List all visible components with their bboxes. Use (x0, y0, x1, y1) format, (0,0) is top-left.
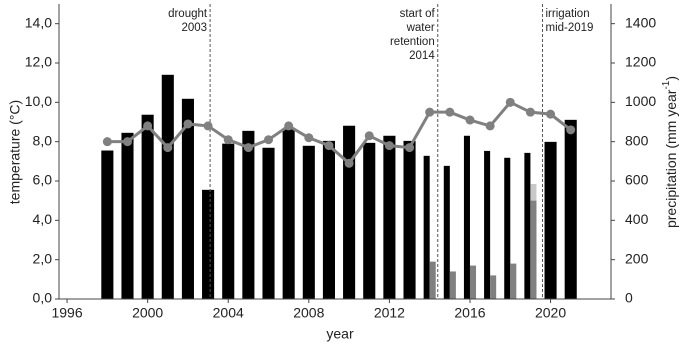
y-tick-label: 0,0 (33, 290, 53, 306)
y-tick-label: 12,0 (25, 54, 52, 70)
line-point (525, 107, 535, 117)
y2-label-sup: -1 (661, 80, 672, 89)
bar (490, 275, 497, 299)
bar (484, 150, 491, 299)
y2-label-text: precipitation (mm year (663, 89, 679, 228)
x-tick-label: 2012 (374, 305, 405, 321)
bar (530, 200, 537, 299)
x-tick-label: 2000 (132, 305, 163, 321)
bar (383, 135, 396, 299)
line-point (223, 135, 233, 145)
bar (504, 157, 511, 299)
y-tick-label: 14,0 (25, 14, 52, 30)
bar (282, 127, 295, 300)
line-point (183, 119, 193, 129)
line-point (264, 135, 274, 145)
bar (564, 119, 577, 299)
annotation-text: drought (168, 8, 208, 20)
bar (403, 140, 416, 299)
bar (262, 147, 275, 299)
annotation-text: start of (400, 8, 436, 20)
x-tick-label: 2020 (535, 305, 566, 321)
y-tick-label: 4,0 (33, 211, 53, 227)
bar (423, 155, 430, 299)
x-tick-label: 1996 (51, 305, 82, 321)
y-axis-label: temperature (°C) (7, 100, 23, 204)
bar (443, 165, 450, 299)
bar (544, 141, 557, 299)
line-point (304, 133, 314, 143)
y2-axis-label: precipitation (mm year-1) (661, 76, 679, 228)
y2-tick-label: 0 (625, 290, 633, 306)
line-point (445, 107, 455, 117)
line-point (505, 97, 515, 107)
x-tick-label: 2016 (454, 305, 485, 321)
annotation-text: 2003 (182, 22, 208, 34)
bar (141, 114, 154, 300)
line-point (324, 141, 334, 151)
bar (161, 74, 174, 299)
bar (469, 265, 477, 299)
bar (343, 125, 356, 299)
line-point (143, 121, 153, 131)
line-point (284, 121, 294, 131)
y2-tick-label: 1200 (625, 54, 656, 70)
y-tick-label: 6,0 (33, 172, 53, 188)
line-point (566, 125, 576, 135)
y2-tick-label: 1400 (625, 14, 656, 30)
bar (363, 142, 376, 299)
bar (302, 145, 315, 299)
line-point (122, 137, 132, 147)
bar (121, 132, 134, 299)
line-point (485, 121, 495, 131)
y-tick-label: 8,0 (33, 132, 53, 148)
line-point (163, 143, 173, 153)
line (107, 100, 572, 166)
y2-tick-label: 600 (625, 172, 649, 188)
x-tick-label: 2004 (213, 305, 244, 321)
y-tick-label: 10,0 (25, 93, 52, 109)
line-point (364, 131, 374, 141)
y-tick-label: 2,0 (33, 250, 53, 266)
line-point (405, 143, 415, 153)
annotation-text: water (406, 22, 435, 34)
y2-label-end: ) (663, 76, 679, 81)
bar (524, 152, 531, 299)
line-point (102, 137, 112, 147)
bar (242, 130, 255, 299)
annotation-text: retention (390, 36, 435, 48)
bar (322, 140, 335, 299)
bar (222, 143, 235, 299)
y2-tick-label: 400 (625, 211, 649, 227)
annotation-text: 2014 (409, 50, 435, 62)
bar (202, 189, 215, 299)
y2-tick-label: 1000 (625, 93, 656, 109)
line-point (203, 121, 213, 131)
x-tick-label: 2008 (293, 305, 324, 321)
line-point (546, 109, 556, 119)
line-point (344, 158, 354, 168)
bar (463, 135, 470, 299)
line-point (425, 107, 435, 117)
bar (510, 263, 517, 299)
bar (429, 261, 436, 299)
annotation-text: mid-2019 (546, 22, 594, 34)
x-axis-label: year (326, 326, 354, 342)
line-point (384, 141, 394, 151)
line-point (243, 143, 253, 153)
annotation-text: irrigation (546, 8, 590, 20)
line-point (465, 115, 475, 125)
y2-tick-label: 200 (625, 250, 649, 266)
bar (101, 150, 114, 299)
bar (449, 271, 456, 299)
bar (181, 98, 194, 299)
y2-tick-label: 800 (625, 132, 649, 148)
